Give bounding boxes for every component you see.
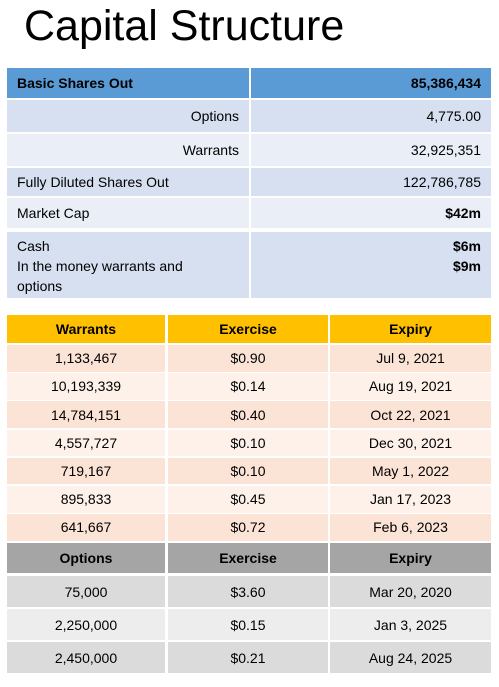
options-cell: Aug 24, 2025 [330,642,491,673]
summary-value: 122,786,785 [251,168,491,196]
warrants-cell: $0.10 [168,457,328,485]
options-cell: Mar 20, 2020 [330,576,491,607]
page-title: Capital Structure [24,2,345,50]
options-column-header: Exercise [168,543,328,573]
warrants-column-header: Exercise [168,315,328,343]
summary-value: 32,925,351 [251,134,491,166]
warrants-cell: 719,167 [7,457,165,485]
warrants-cell: $0.14 [168,373,328,400]
summary-label: Warrants [7,134,249,166]
summary-label-line: Cash [17,238,50,254]
warrants-cell: $0.45 [168,486,328,513]
summary-value: $42m [251,198,491,228]
warrants-cell: Dec 30, 2021 [330,429,491,457]
warrants-cell: 14,784,151 [7,401,165,428]
warrants-cell: 895,833 [7,486,165,513]
warrants-cell: May 1, 2022 [330,457,491,485]
summary-value: 4,775.00 [251,100,491,132]
summary-value-line: $9m [452,258,481,274]
warrants-column-header: Expiry [330,315,491,343]
warrants-cell: $0.10 [168,429,328,457]
summary-label-line: In the money warrants and options [17,258,183,294]
warrants-cell: $0.90 [168,345,328,372]
summary-label: Cash In the money warrants and options [7,232,249,298]
options-cell: $0.21 [168,642,328,673]
options-column-header: Options [7,543,165,573]
options-cell: 2,250,000 [7,609,165,640]
options-cell: $0.15 [168,609,328,640]
options-cell: Jan 3, 2025 [330,609,491,640]
summary-value-line: $6m [452,238,481,254]
options-cell: $3.60 [168,576,328,607]
warrants-cell: Feb 6, 2023 [330,514,491,541]
summary-label: Market Cap [7,198,249,228]
summary-label: Options [7,100,249,132]
summary-header-value: 85,386,434 [251,68,491,98]
warrants-column-header: Warrants [7,315,165,343]
options-cell: 75,000 [7,576,165,607]
summary-label: Fully Diluted Shares Out [7,168,249,196]
warrants-cell: Jul 9, 2021 [330,345,491,372]
warrants-cell: 10,193,339 [7,373,165,400]
warrants-cell: Aug 19, 2021 [330,373,491,400]
warrants-cell: $0.72 [168,514,328,541]
warrants-cell: Oct 22, 2021 [330,401,491,428]
summary-header-label: Basic Shares Out [7,68,249,98]
options-cell: 2,450,000 [7,642,165,673]
warrants-cell: 1,133,467 [7,345,165,372]
warrants-cell: 641,667 [7,514,165,541]
summary-value: $6m $9m [251,232,491,298]
warrants-cell: $0.40 [168,401,328,428]
warrants-cell: Jan 17, 2023 [330,486,491,513]
options-column-header: Expiry [330,543,491,573]
warrants-cell: 4,557,727 [7,429,165,457]
